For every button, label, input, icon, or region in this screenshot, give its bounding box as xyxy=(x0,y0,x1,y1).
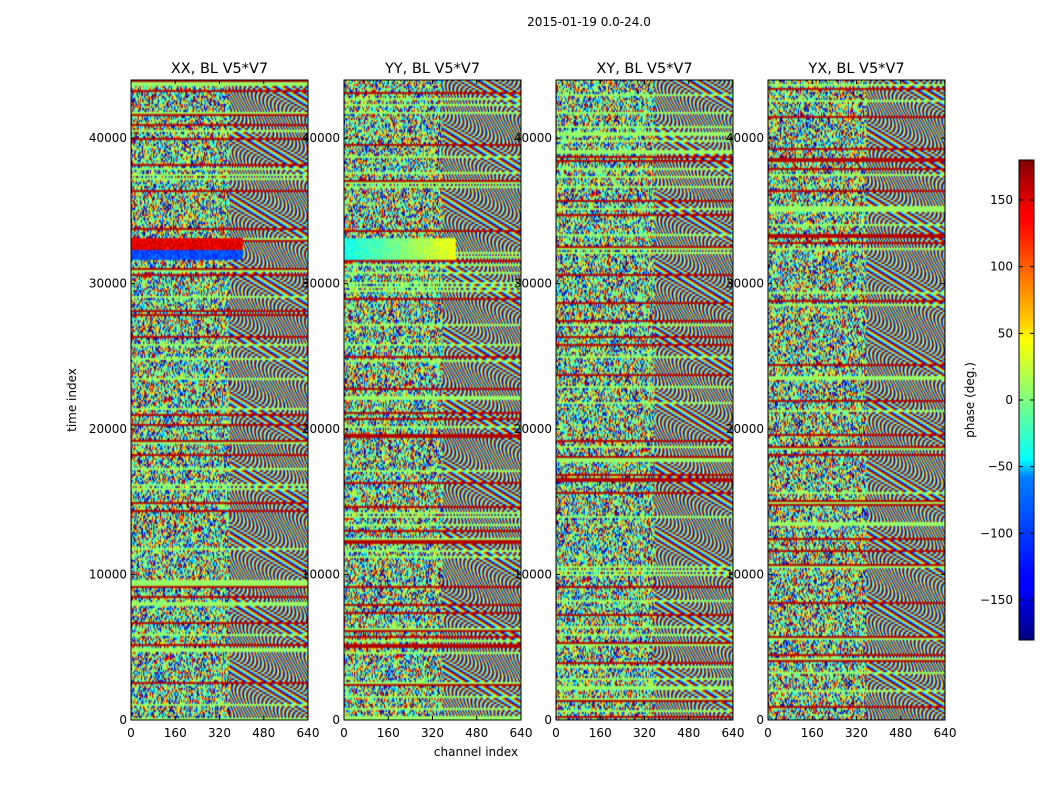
heatmap-panel-1: XX, BL V5*V7 0 160 320 480 640 0 10000 20000 3000… xyxy=(89,61,320,740)
x-tick-label: 0 xyxy=(552,726,560,740)
x-tick-label: 320 xyxy=(845,726,868,740)
x-tick-label: 160 xyxy=(589,726,612,740)
x-axis-label: channel index xyxy=(434,745,518,759)
colorbar-tick-label: 150 xyxy=(990,193,1013,207)
y-tick-label: 0 xyxy=(544,713,552,727)
x-tick-label: 480 xyxy=(889,726,912,740)
x-tick-label: 320 xyxy=(208,726,231,740)
panel-title: YX, BL V5*V7 xyxy=(807,61,904,77)
panel-title: XY, BL V5*V7 xyxy=(596,61,692,77)
y-tick-label: 30000 xyxy=(302,277,340,291)
y-tick-label: 40000 xyxy=(89,131,127,145)
y-tick-label: 30000 xyxy=(514,277,552,291)
y-tick-label: 20000 xyxy=(302,422,340,436)
y-tick-label: 10000 xyxy=(514,568,552,582)
x-tick-label: 160 xyxy=(164,726,187,740)
x-tick-label: 640 xyxy=(722,726,745,740)
heatmap-raster xyxy=(556,80,733,720)
y-tick-label: 0 xyxy=(332,713,340,727)
y-tick-label: 10000 xyxy=(726,568,764,582)
x-tick-label: 0 xyxy=(127,726,135,740)
x-tick-label: 0 xyxy=(340,726,348,740)
x-tick-label: 640 xyxy=(934,726,957,740)
x-tick-label: 160 xyxy=(801,726,824,740)
y-tick-label: 40000 xyxy=(726,131,764,145)
panels: XX, BL V5*V7 0 160 320 480 640 0 10000 20000 3000… xyxy=(89,61,957,740)
y-tick-label: 30000 xyxy=(726,277,764,291)
x-tick-label: 0 xyxy=(764,726,772,740)
colorbar-tick-label: −100 xyxy=(980,526,1013,540)
figure-suptitle: 2015-01-19 0.0-24.0 xyxy=(527,15,651,29)
heatmap-panel-2: YY, BL V5*V7 0 160 320 480 640 0 10000 20000 3000… xyxy=(302,61,533,740)
x-tick-label: 320 xyxy=(633,726,656,740)
colorbar-tick-label: −50 xyxy=(988,460,1013,474)
y-tick-label: 10000 xyxy=(89,568,127,582)
y-tick-label: 20000 xyxy=(514,422,552,436)
heatmap-panel-3: XY, BL V5*V7 0 160 320 480 640 0 10000 20000 3000… xyxy=(514,61,745,740)
colorbar-ticks: 150 100 50 0 −50 −100 −150 xyxy=(980,193,1034,607)
y-tick-label: 30000 xyxy=(89,277,127,291)
colorbar-label: phase (deg.) xyxy=(963,362,977,438)
heatmap-panel-4: YX, BL V5*V7 0 160 320 480 640 0 10000 20000 3000… xyxy=(726,61,957,740)
y-tick-label: 20000 xyxy=(726,422,764,436)
x-tick-label: 480 xyxy=(465,726,488,740)
y-tick-label: 0 xyxy=(756,713,764,727)
y-axis-label: time index xyxy=(65,368,79,432)
y-tick-label: 20000 xyxy=(89,422,127,436)
x-tick-label: 160 xyxy=(377,726,400,740)
heatmap-raster xyxy=(131,80,308,720)
x-tick-label: 640 xyxy=(297,726,320,740)
x-tick-label: 640 xyxy=(510,726,533,740)
colorbar-tick-label: 0 xyxy=(1005,393,1013,407)
colorbar-tick-label: 100 xyxy=(990,260,1013,274)
x-tick-label: 480 xyxy=(252,726,275,740)
x-tick-label: 480 xyxy=(677,726,700,740)
panel-title: XX, BL V5*V7 xyxy=(171,61,268,77)
colorbar: 150 100 50 0 −50 −100 −150 phase (deg.) xyxy=(963,159,1035,641)
heatmap-raster xyxy=(768,80,945,720)
y-tick-label: 10000 xyxy=(302,568,340,582)
heatmap-raster xyxy=(344,80,521,720)
y-tick-label: 40000 xyxy=(514,131,552,145)
colorbar-tick-label: 50 xyxy=(998,326,1013,340)
y-tick-label: 0 xyxy=(119,713,127,727)
panel-title: YY, BL V5*V7 xyxy=(384,61,480,77)
colorbar-tick-label: −150 xyxy=(980,593,1013,607)
x-tick-label: 320 xyxy=(421,726,444,740)
y-tick-label: 40000 xyxy=(302,131,340,145)
